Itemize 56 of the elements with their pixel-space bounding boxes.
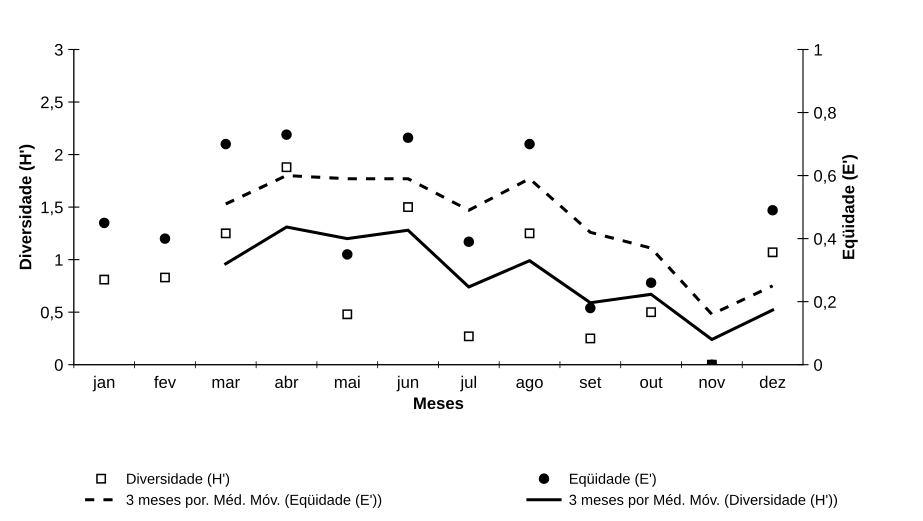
legend-label: 3 meses por. Méd. Móv. (Eqüidade (E')) [126, 494, 382, 508]
y2-axis-title: Eqüidade (E') [842, 155, 858, 259]
point [524, 138, 535, 150]
point [99, 274, 110, 285]
x-tick-label: jun [396, 376, 418, 392]
point [220, 138, 232, 150]
x-tick-label: fev [154, 376, 176, 388]
y-tick-label: 0 [54, 359, 63, 371]
x-tick-label: jan [92, 376, 114, 392]
x-tick-label: mai [334, 376, 360, 388]
y-tick-label: 2 [54, 148, 63, 161]
y2-tick-label: 0,2 [814, 296, 836, 310]
y-tick-label: 2,5 [41, 96, 63, 110]
y-tick-label: 1,5 [42, 202, 63, 216]
legend-label: Diversidade (H') [127, 473, 230, 487]
point [464, 236, 474, 248]
x-tick-label: mar [212, 378, 240, 388]
point [767, 204, 778, 216]
y2-tick-label: 0,8 [814, 106, 836, 121]
point [464, 331, 474, 342]
x-tick-label: ago [516, 378, 543, 392]
x-tick-label: set [580, 377, 602, 388]
point [160, 233, 170, 244]
x-tick-label: jul [460, 376, 476, 392]
y-tick-label: 3 [54, 44, 63, 56]
point [585, 302, 596, 314]
legend-label: Eqüidade (E') [570, 473, 656, 487]
point [220, 228, 231, 238]
point [402, 132, 414, 144]
x-axis-title: Meses [414, 398, 464, 410]
y2-tick-label: 0,4 [814, 233, 836, 247]
point [646, 307, 656, 318]
line-series [224, 174, 774, 316]
point [282, 162, 292, 172]
x-tick-label: abr [275, 376, 298, 388]
legend-label: 3 meses por Méd. Móv. (Diversidade (H')) [569, 494, 838, 508]
x-tick-label: dez [760, 376, 786, 388]
y2-tick-label: 0,6 [814, 170, 836, 184]
x-tick-label: out [640, 377, 663, 388]
point [160, 272, 170, 282]
y2-tick-label: 1 [814, 44, 822, 56]
y-axis-title: Diversidade (H') [19, 144, 35, 270]
point [98, 218, 110, 228]
point [585, 334, 596, 344]
point [403, 202, 413, 212]
x-tick-label: nov [700, 378, 726, 388]
line-series [224, 226, 774, 342]
point [342, 309, 352, 320]
y2-tick-label: 0 [814, 359, 822, 371]
y-tick-label: 1 [55, 254, 63, 266]
point [646, 277, 656, 288]
point [281, 129, 292, 140]
point [524, 228, 534, 238]
y-tick-label: 0,5 [40, 306, 63, 320]
point [342, 249, 353, 260]
point [768, 247, 778, 258]
